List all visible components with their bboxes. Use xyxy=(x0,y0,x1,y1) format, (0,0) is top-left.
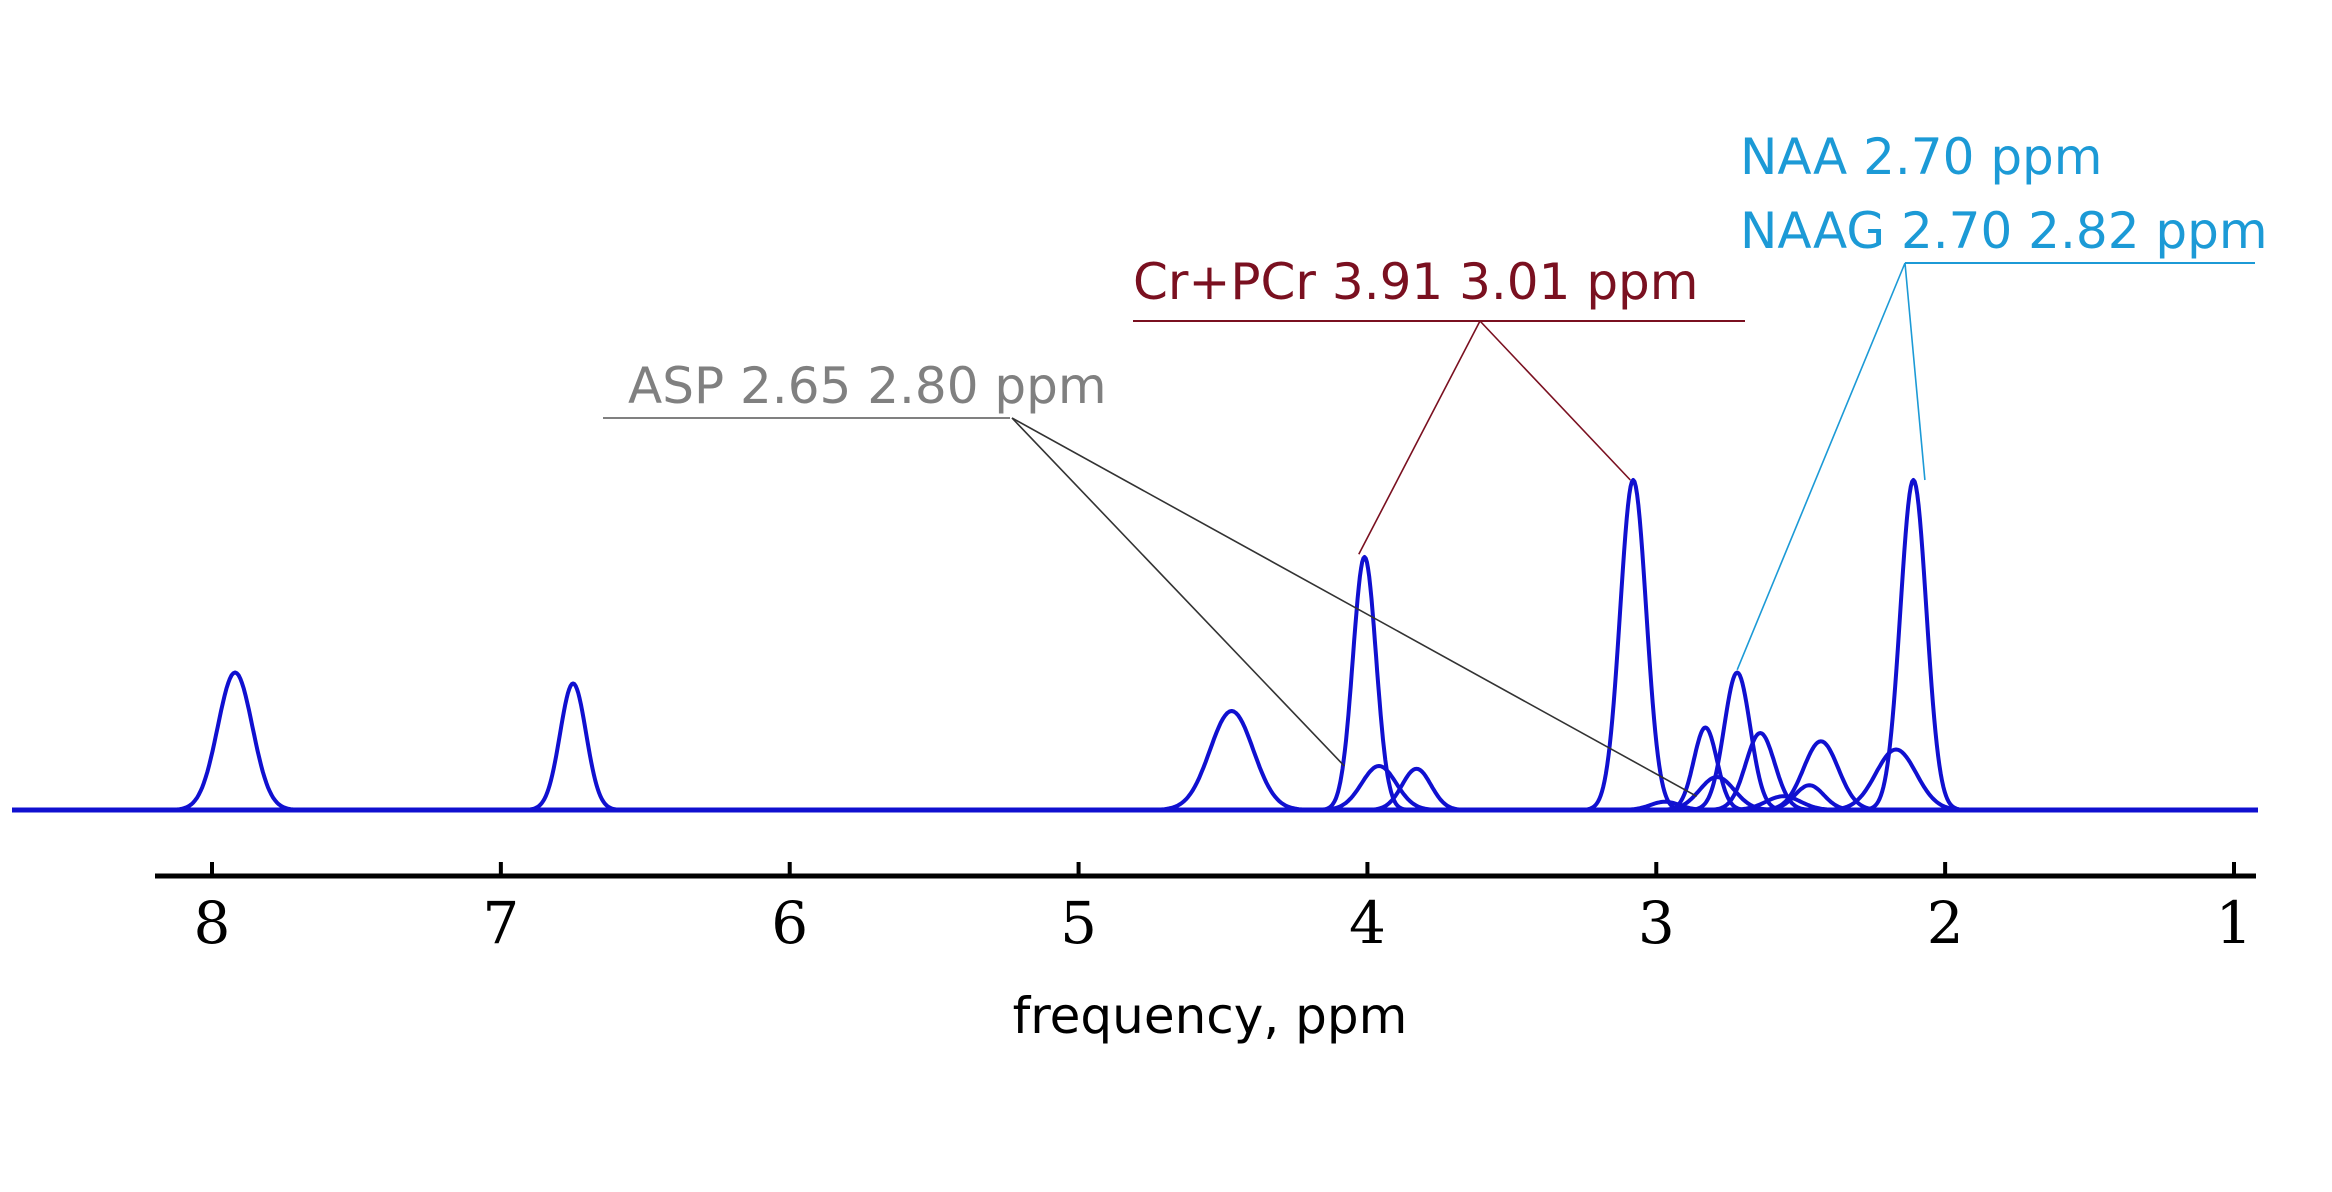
annotation-naa-label: NAA 2.70 ppm xyxy=(1740,128,2103,186)
x-tick-label: 5 xyxy=(1060,889,1097,957)
annotation-leader-line xyxy=(1358,320,1481,555)
spectrum-peak xyxy=(165,670,305,812)
annotation-naag-label: NAAG 2.70 2.82 ppm xyxy=(1740,202,2268,260)
x-tick-label: 3 xyxy=(1638,889,1675,957)
spectrum-peak xyxy=(1317,555,1412,812)
annotation-crpcr: Cr+PCr 3.91 3.01 ppm xyxy=(1133,253,1745,555)
x-tick-label: 1 xyxy=(2216,889,2253,957)
x-tick-label: 4 xyxy=(1349,889,1386,957)
x-axis-ticks: 8 7 6 5 4 3 2 1 xyxy=(194,862,2253,957)
annotation-crpcr-leaders xyxy=(1358,320,1631,555)
spectrum-peak xyxy=(1860,478,1967,812)
annotation-asp: ASP 2.65 2.80 ppm xyxy=(603,357,1698,798)
annotation-leader-line xyxy=(1904,262,1926,481)
annotation-leader-line xyxy=(1479,320,1631,481)
spectrum-peak xyxy=(520,681,626,812)
x-tick-label: 2 xyxy=(1927,889,1964,957)
spectrum-peak xyxy=(1684,670,1790,812)
annotation-leader-line xyxy=(1736,262,1906,671)
spectrum-peak xyxy=(1815,747,1977,812)
annotation-asp-leaders xyxy=(1011,417,1698,798)
x-tick-label: 8 xyxy=(194,889,231,957)
spectrum-peak xyxy=(1658,725,1753,812)
annotation-naa: NAA 2.70 ppm NAAG 2.70 2.82 ppm xyxy=(1736,128,2268,671)
x-axis-title: frequency, ppm xyxy=(1013,987,1408,1045)
annotation-leader-line xyxy=(1011,417,1698,798)
spectrum-peak xyxy=(1309,764,1449,812)
annotation-naa-leaders xyxy=(1736,262,1926,671)
spectrum-peak xyxy=(1145,709,1319,812)
x-tick-label: 6 xyxy=(771,889,808,957)
spectrum-series-layer xyxy=(165,478,1977,812)
annotation-crpcr-label: Cr+PCr 3.91 3.01 ppm xyxy=(1133,253,1699,311)
annotation-asp-label: ASP 2.65 2.80 ppm xyxy=(628,357,1107,415)
annotation-leader-line xyxy=(1011,417,1345,767)
spectrum-peak xyxy=(1358,766,1475,812)
x-tick-label: 7 xyxy=(482,889,519,957)
spectrum-peak xyxy=(1701,731,1819,812)
